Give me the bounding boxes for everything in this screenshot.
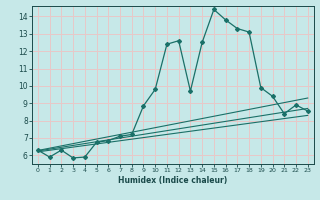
X-axis label: Humidex (Indice chaleur): Humidex (Indice chaleur) (118, 176, 228, 185)
